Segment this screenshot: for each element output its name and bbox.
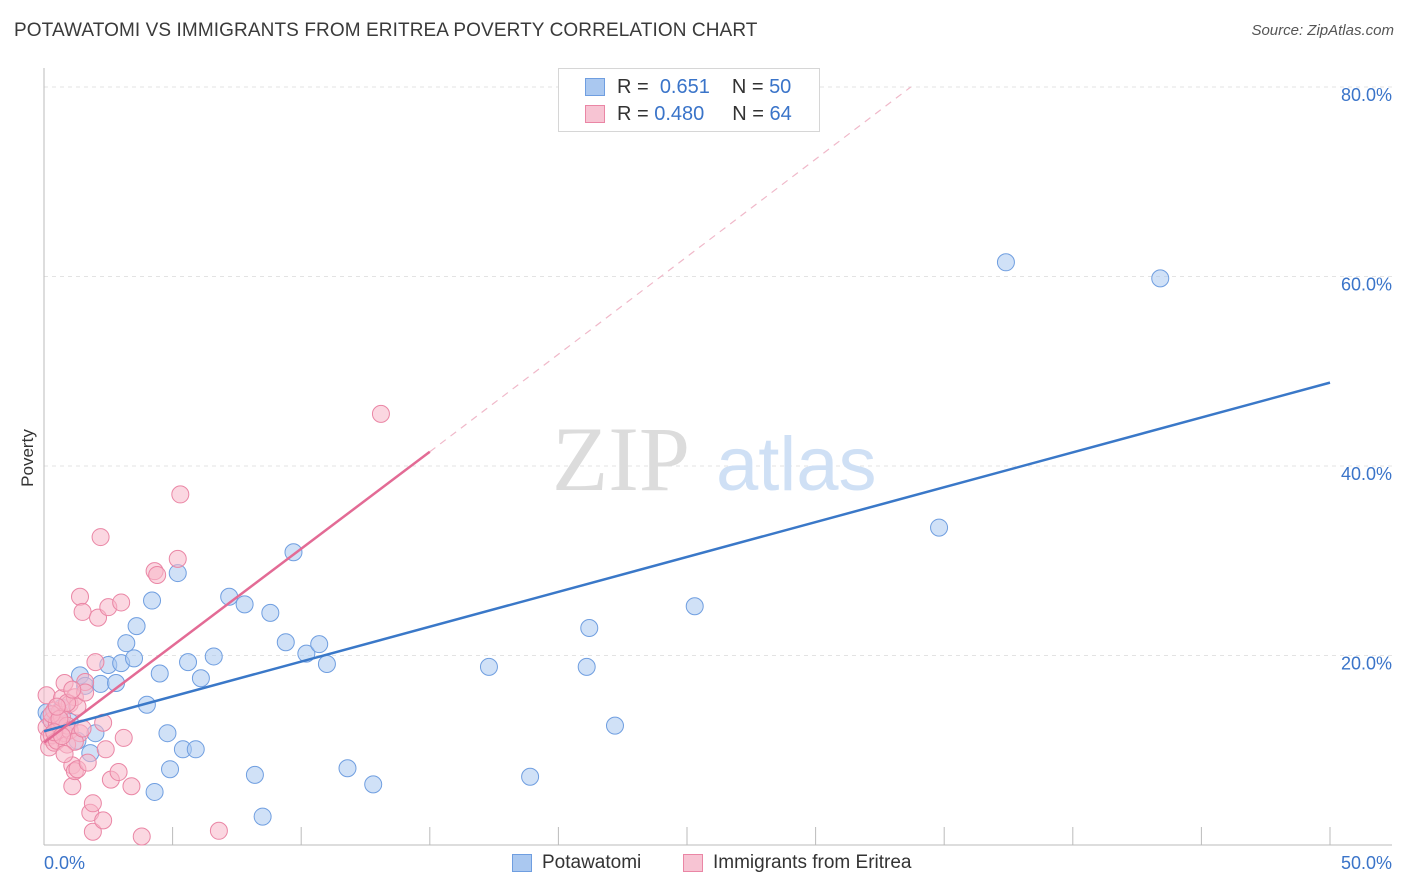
- bottom-legend-swatch-pink: [683, 854, 703, 872]
- eritrea-trendline-extension: [429, 86, 912, 453]
- eritrea-point: [171, 485, 190, 504]
- y-tick-label: 20.0%: [1341, 654, 1392, 674]
- potawatomi-point: [253, 807, 272, 826]
- potawatomi-point: [605, 716, 624, 735]
- potawatomi-trendline: [43, 381, 1331, 733]
- gridlines: [44, 86, 1392, 656]
- legend-n-value: 50: [769, 75, 792, 98]
- eritrea-point: [122, 777, 141, 796]
- eritrea-point: [96, 740, 115, 759]
- legend-n-value: 64: [769, 102, 792, 125]
- legend-r-value: 0.651: [659, 75, 710, 98]
- legend-row-potawatomi: R = 0.651 N = 50: [585, 75, 791, 99]
- eritrea-point: [55, 745, 74, 764]
- potawatomi-point: [235, 595, 254, 614]
- legend-n-label: N =: [732, 102, 764, 125]
- bottom-legend-label-potawatomi: Potawatomi: [542, 852, 642, 873]
- potawatomi-point: [996, 253, 1015, 272]
- eritrea-point: [47, 697, 66, 716]
- legend-r-label: R =: [617, 75, 649, 98]
- eritrea-point: [371, 404, 390, 423]
- y-tick-label: 80.0%: [1341, 85, 1392, 105]
- potawatomi-point: [91, 674, 110, 693]
- eritrea-point: [109, 763, 128, 782]
- potawatomi-point: [577, 657, 596, 676]
- potawatomi-point: [158, 724, 177, 743]
- eritrea-point: [132, 827, 151, 846]
- potawatomi-point: [364, 775, 383, 794]
- potawatomi-point: [479, 657, 498, 676]
- potawatomi-point: [179, 653, 198, 672]
- potawatomi-point: [685, 597, 704, 616]
- legend-r-label: R =: [617, 102, 649, 125]
- potawatomi-point: [127, 617, 146, 636]
- potawatomi-point: [204, 647, 223, 666]
- eritrea-point: [209, 821, 228, 840]
- eritrea-point: [112, 593, 131, 612]
- potawatomi-point: [580, 619, 599, 638]
- eritrea-point: [114, 728, 133, 747]
- legend-swatch-blue: [585, 78, 605, 96]
- y-tick-label: 60.0%: [1341, 275, 1392, 295]
- potawatomi-point: [191, 669, 210, 688]
- x-tick-label-max: 50.0%: [1341, 853, 1392, 873]
- chart-title: POTAWATOMI VS IMMIGRANTS FROM ERITREA PO…: [14, 20, 758, 41]
- potawatomi-point: [117, 634, 136, 653]
- eritrea-point: [86, 653, 105, 672]
- y-axis-label: Poverty: [18, 429, 37, 487]
- potawatomi-point: [145, 782, 164, 801]
- potawatomi-point: [150, 664, 169, 683]
- potawatomi-point: [125, 649, 144, 668]
- eritrea-point: [83, 822, 102, 841]
- potawatomi-point: [338, 759, 357, 778]
- watermark-atlas: atlas: [716, 422, 877, 507]
- eritrea-point: [83, 794, 102, 813]
- eritrea-point: [148, 565, 167, 584]
- potawatomi-point: [930, 518, 949, 537]
- watermark: ZIP atlas: [552, 408, 877, 510]
- watermark-zip: ZIP: [552, 408, 690, 510]
- potawatomi-point: [186, 740, 205, 759]
- eritrea-point: [63, 777, 82, 796]
- legend-r-value: 0.480: [654, 102, 705, 125]
- eritrea-trendline: [43, 450, 431, 744]
- potawatomi-point: [1151, 269, 1170, 288]
- potawatomi-point: [317, 655, 336, 674]
- bottom-legend-swatch-blue: [512, 854, 532, 872]
- eritrea-point: [73, 602, 92, 621]
- eritrea-point: [91, 528, 110, 547]
- series-eritrea-points: [37, 404, 390, 846]
- x-tick-label-min: 0.0%: [44, 853, 85, 873]
- bottom-legend-potawatomi: Potawatomi: [512, 852, 641, 874]
- bottom-legend-label-eritrea: Immigrants from Eritrea: [713, 852, 912, 873]
- legend-swatch-pink: [585, 105, 605, 123]
- chart-source: Source: ZipAtlas.com: [1251, 22, 1394, 39]
- bottom-legend-eritrea: Immigrants from Eritrea: [683, 852, 911, 874]
- eritrea-point: [71, 587, 90, 606]
- y-tick-label: 40.0%: [1341, 464, 1392, 484]
- potawatomi-point: [245, 765, 264, 784]
- eritrea-point: [63, 680, 82, 699]
- y-tick-labels: 20.0% 40.0% 60.0% 80.0%: [1341, 85, 1392, 674]
- eritrea-point: [168, 549, 187, 568]
- potawatomi-point: [521, 767, 540, 786]
- potawatomi-point: [143, 591, 162, 610]
- series-potawatomi-points: [37, 253, 1170, 826]
- eritrea-point: [94, 811, 113, 830]
- eritrea-point: [78, 753, 97, 772]
- x-ticks: [172, 827, 1331, 845]
- legend-row-eritrea: R = 0.480 N = 64: [585, 102, 792, 126]
- potawatomi-point: [261, 603, 280, 622]
- trendlines: [43, 86, 1331, 744]
- potawatomi-point: [276, 633, 295, 652]
- potawatomi-point: [161, 760, 180, 779]
- potawatomi-point: [310, 635, 329, 654]
- legend-n-label: N =: [731, 75, 764, 98]
- stats-legend: R = 0.651 N = 50 R = 0.480 N = 64: [558, 68, 820, 132]
